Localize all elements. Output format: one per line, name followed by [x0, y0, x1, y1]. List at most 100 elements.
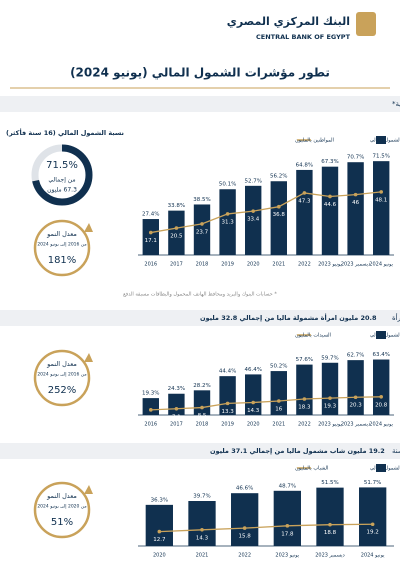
section-subtitle: 20.8 مليون امرأة مشمولة ماليا من إجمالي … — [200, 313, 377, 322]
section-subtitle: 19.2 مليون شاب مشمول ماليا من إجمالي 37.… — [210, 447, 385, 455]
bar — [359, 487, 387, 546]
point-label: 48.1 — [375, 197, 387, 203]
line-point — [302, 397, 307, 401]
bar-label: 51.5% — [321, 480, 338, 486]
x-tick-label: 2021 — [272, 422, 285, 428]
bar-label: 28.2% — [193, 383, 210, 389]
bar-label: 46.6% — [236, 486, 253, 492]
growth-arrow — [84, 485, 93, 494]
line-point — [302, 191, 307, 195]
point-label: 18.8 — [324, 530, 337, 536]
growth-ring — [33, 481, 91, 539]
x-tick-label: يونيو 2024 — [361, 553, 385, 559]
point-label: 5.9 — [146, 415, 155, 421]
x-tick-label: ديسمبر 2023 — [341, 422, 371, 428]
bar-label: 57.6% — [296, 357, 313, 363]
point-label: 14.3 — [196, 535, 209, 541]
bar-label: 24.3% — [168, 386, 185, 392]
x-tick-label: 2020 — [153, 553, 166, 559]
bar — [193, 390, 211, 415]
growth-arrow — [84, 353, 93, 362]
growth-ring — [33, 349, 91, 407]
growth-value: 181% — [48, 255, 77, 266]
bar — [219, 189, 236, 255]
bar — [245, 185, 262, 255]
bar — [142, 398, 159, 415]
point-label: 44.6 — [324, 202, 337, 208]
point-label: 7.1 — [172, 414, 181, 420]
line-point — [225, 212, 230, 216]
bank-name-en: CENTRAL BANK OF EGYPT — [256, 33, 351, 41]
x-tick-label: 2021 — [272, 262, 285, 268]
bar — [270, 181, 287, 255]
growth-arrow — [84, 223, 93, 232]
x-tick-label: 2017 — [170, 262, 183, 268]
growth-period: من 2020 إلى يونيو 2024 — [37, 504, 87, 510]
donut-total: 67.3 مليون — [47, 187, 77, 194]
bar-label: 64.8% — [296, 162, 313, 168]
section-title: تطور نسبة الشمول المالي للمرأة — [392, 313, 400, 322]
bar — [296, 169, 313, 255]
growth-value: 51% — [51, 517, 73, 528]
line-point — [379, 395, 384, 399]
point-label: 17.1 — [145, 238, 157, 244]
x-tick-label: 2016 — [144, 262, 157, 268]
section-band — [0, 96, 400, 112]
bar — [231, 493, 259, 546]
legend-label: الشباب بالمليون — [295, 466, 328, 472]
line-point — [328, 522, 332, 527]
bar-label: 50.1% — [219, 182, 236, 188]
point-label: 19.2 — [367, 530, 379, 536]
x-tick-label: 2019 — [221, 262, 234, 268]
bar-label: 39.7% — [193, 494, 210, 500]
point-label: 16 — [275, 407, 282, 413]
growth-title: معدل النمو — [46, 230, 77, 238]
bar — [273, 490, 301, 546]
point-label: 18.3 — [298, 404, 311, 410]
x-tick-label: 2020 — [247, 262, 260, 268]
x-tick-label: 2019 — [221, 422, 234, 428]
legend-swatch — [376, 136, 386, 144]
section-title: امتلاك واستخدام المواطنين 16 سنة فأكثر ل… — [392, 98, 400, 108]
x-tick-label: يونيو 2023 — [318, 262, 342, 268]
x-tick-label: يونيو 2024 — [369, 422, 393, 428]
point-label: 20.5 — [170, 234, 183, 240]
bar-label: 38.5% — [193, 197, 210, 203]
x-tick-label: 2016 — [144, 422, 157, 428]
bar-label: 70.7% — [347, 155, 364, 161]
bar-label: 33.8% — [168, 203, 185, 209]
x-tick-label: يونيو 2023 — [275, 553, 299, 559]
line-point — [328, 194, 332, 199]
x-tick-label: ديسمبر 2023 — [315, 553, 345, 559]
bar-label: 63.4% — [372, 352, 389, 358]
bar — [347, 162, 364, 255]
line-point — [174, 406, 179, 411]
bar — [321, 362, 339, 415]
bar — [245, 374, 262, 415]
x-tick-label: 2022 — [298, 262, 311, 268]
growth-ring — [33, 219, 91, 277]
bar — [145, 504, 173, 546]
point-label: 20.3 — [349, 403, 362, 409]
bar-label: 71.5% — [372, 154, 389, 160]
bar — [219, 376, 236, 415]
legend-label: نسبة الشمول المالي — [370, 138, 400, 144]
point-label: 20.8 — [375, 402, 388, 408]
point-label: 8.5 — [198, 413, 207, 419]
page-title: تطور مؤشرات الشمول المالي (يونيو 2024) — [70, 66, 330, 81]
section-band — [0, 310, 400, 326]
line-point — [174, 226, 179, 230]
line-point — [242, 526, 247, 530]
x-tick-label: يونيو 2023 — [318, 422, 342, 428]
point-label: 13.3 — [221, 409, 234, 415]
point-label: 33.4 — [247, 217, 260, 223]
line-point — [225, 401, 230, 406]
section-title: تطور نسبة الشمول المالي للشباب (16-35) س… — [392, 447, 400, 455]
growth-title: معدل النمو — [46, 492, 77, 500]
point-label: 31.3 — [221, 219, 234, 225]
bar — [373, 359, 390, 415]
x-tick-label: 2018 — [196, 262, 209, 268]
legend-label: نسبة الشمول المالي — [370, 466, 400, 472]
bar-label: 56.2% — [270, 174, 287, 180]
x-tick-label: 2017 — [170, 422, 183, 428]
